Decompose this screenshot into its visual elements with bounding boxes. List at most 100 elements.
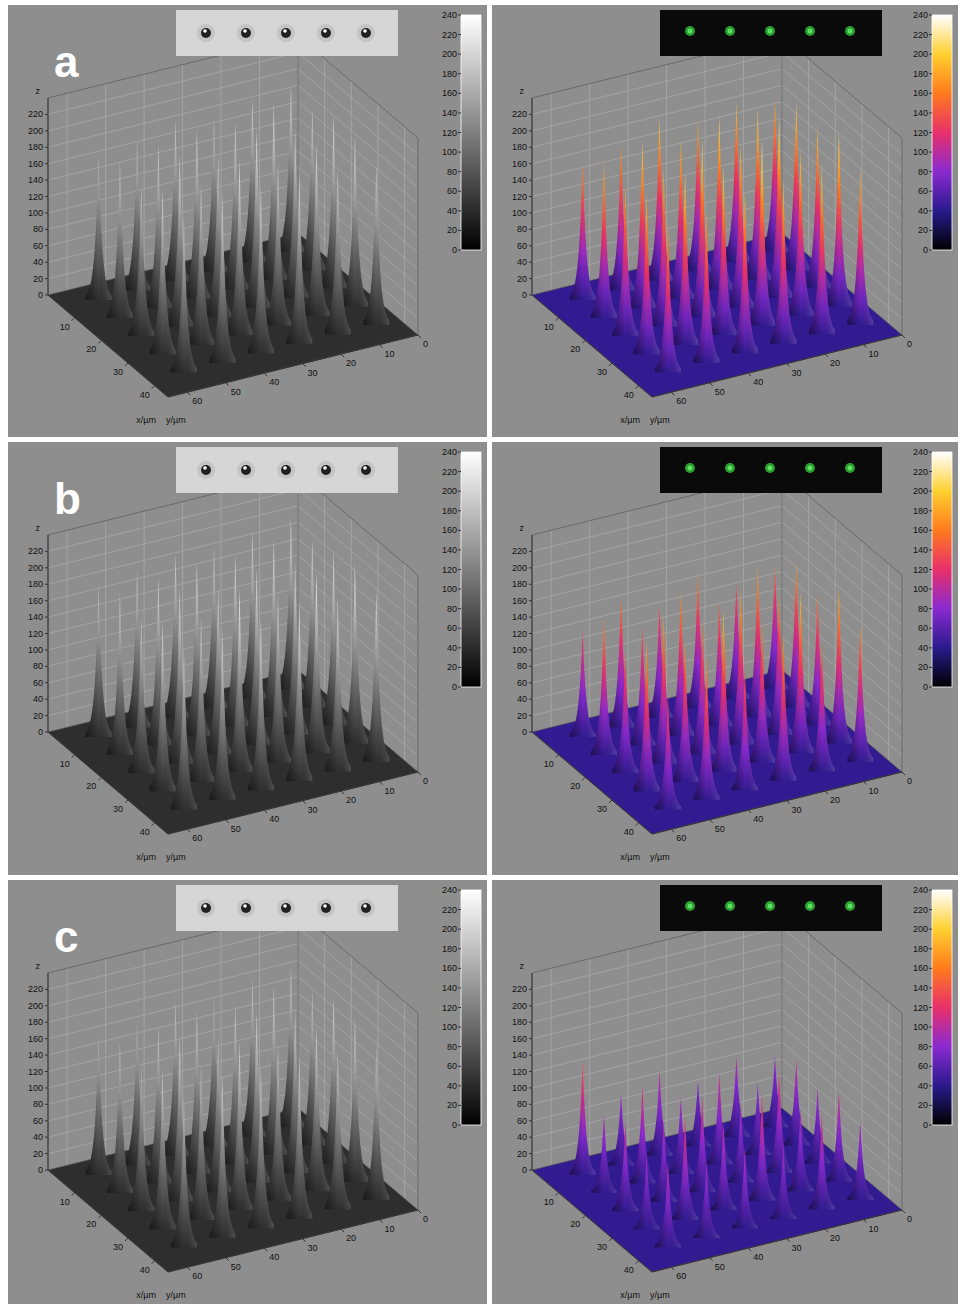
- z-tick-label: 60: [517, 678, 527, 688]
- peak: [299, 108, 325, 271]
- peak: [629, 140, 655, 309]
- panel-background: [8, 5, 487, 437]
- colorbar-tick-label: 200: [913, 924, 928, 934]
- z-tick-label: 200: [28, 1001, 43, 1011]
- peak-shade: [745, 1083, 771, 1155]
- inset: [176, 10, 398, 56]
- grid-line: [743, 483, 744, 680]
- grid-line: [259, 46, 260, 243]
- y-tick-label: 60: [192, 1271, 202, 1281]
- inset-frame: [176, 10, 398, 56]
- inset-spot: [281, 903, 291, 913]
- x-tick: [152, 1261, 155, 1264]
- colorbar-tick-label: 80: [918, 1042, 928, 1052]
- inset-spot: [725, 901, 735, 911]
- x-axis: [532, 295, 652, 397]
- peak-shade: [732, 667, 758, 790]
- colorbar-tick-label: 140: [913, 983, 928, 993]
- colorbar-tick-label: 180: [442, 944, 457, 954]
- peak-shade: [745, 566, 771, 717]
- z-tick: [529, 262, 532, 263]
- colorbar-tick: [929, 1007, 932, 1008]
- z-tick-label: 20: [517, 711, 527, 721]
- peak-shade: [205, 587, 231, 754]
- z-tick-label: 100: [512, 1083, 527, 1093]
- peaks: [570, 1056, 874, 1247]
- peak: [629, 627, 655, 746]
- z-tick: [45, 147, 48, 148]
- grid-line: [48, 489, 418, 591]
- peak: [847, 1121, 873, 1200]
- x-tick: [556, 1193, 559, 1196]
- colorbar-tick-label: 80: [447, 604, 457, 614]
- z-tick: [45, 600, 48, 601]
- z-tick: [529, 212, 532, 213]
- peak: [711, 1122, 737, 1211]
- peak-shade: [711, 167, 737, 335]
- colorbar-tick: [458, 687, 461, 688]
- inset-spot: [321, 28, 331, 38]
- peak: [171, 217, 197, 373]
- z-tick: [529, 649, 532, 650]
- y-tick-label: 50: [231, 387, 241, 397]
- peak-shade: [363, 1046, 389, 1200]
- peak-shade: [706, 602, 732, 727]
- colorbar-tick: [458, 890, 461, 891]
- peak: [655, 695, 681, 810]
- box-frame: [782, 36, 783, 233]
- z-tick: [45, 1170, 48, 1171]
- colorbar-tick-label: 160: [442, 88, 457, 98]
- peak: [342, 136, 368, 307]
- peak: [706, 602, 732, 727]
- grid-line: [182, 65, 183, 262]
- inset-spot: [685, 463, 695, 473]
- colorbar-tick: [929, 54, 932, 55]
- y-axis-title: y/µm: [166, 852, 186, 862]
- x-tick: [636, 1261, 639, 1264]
- colorbar-tick-label: 140: [442, 983, 457, 993]
- inset-spot: [197, 24, 215, 42]
- z-tick: [529, 584, 532, 585]
- z-tick: [529, 147, 532, 148]
- z-tick-label: 0: [522, 727, 527, 737]
- colorbar-tick: [929, 569, 932, 570]
- z-tick: [529, 114, 532, 115]
- peak-shade: [304, 571, 330, 753]
- colorbar-tick: [929, 230, 932, 231]
- colorbar-tick-label: 160: [913, 88, 928, 98]
- grid-line: [551, 968, 552, 1165]
- peak: [86, 154, 112, 300]
- y-tick: [864, 345, 867, 348]
- y-tick: [264, 810, 267, 813]
- peak-shade: [363, 164, 389, 325]
- inset-spot: [361, 28, 371, 38]
- peak-shade: [261, 104, 287, 281]
- grid-line: [628, 949, 629, 1146]
- peak: [655, 1161, 681, 1248]
- peak-shade: [227, 160, 253, 336]
- grid-line: [324, 59, 325, 256]
- peak: [647, 1071, 673, 1156]
- peak-shade: [222, 555, 248, 727]
- colorbar: [461, 15, 481, 250]
- y-tick: [825, 354, 828, 357]
- figure: 0204060801001201401601802002201020304001…: [0, 0, 960, 1308]
- inset-spot: [688, 29, 693, 34]
- inset-spot: [845, 901, 855, 911]
- peak-shade: [342, 136, 368, 307]
- inset-spot: [808, 29, 813, 34]
- colorbar-tick: [929, 968, 932, 969]
- z-axis-title: z: [36, 86, 41, 96]
- colorbar-tick: [929, 608, 932, 609]
- y-tick: [671, 829, 674, 832]
- peak-shade: [591, 162, 617, 318]
- colorbar-tick-label: 20: [918, 1100, 928, 1110]
- inset-spot: [197, 461, 215, 479]
- y-axis: [652, 335, 902, 397]
- inset-spot: [845, 463, 855, 473]
- peak: [749, 622, 775, 763]
- colorbar-tick: [929, 491, 932, 492]
- colorbar-tick: [458, 667, 461, 668]
- peak: [205, 1036, 231, 1192]
- z-tick-label: 200: [512, 1001, 527, 1011]
